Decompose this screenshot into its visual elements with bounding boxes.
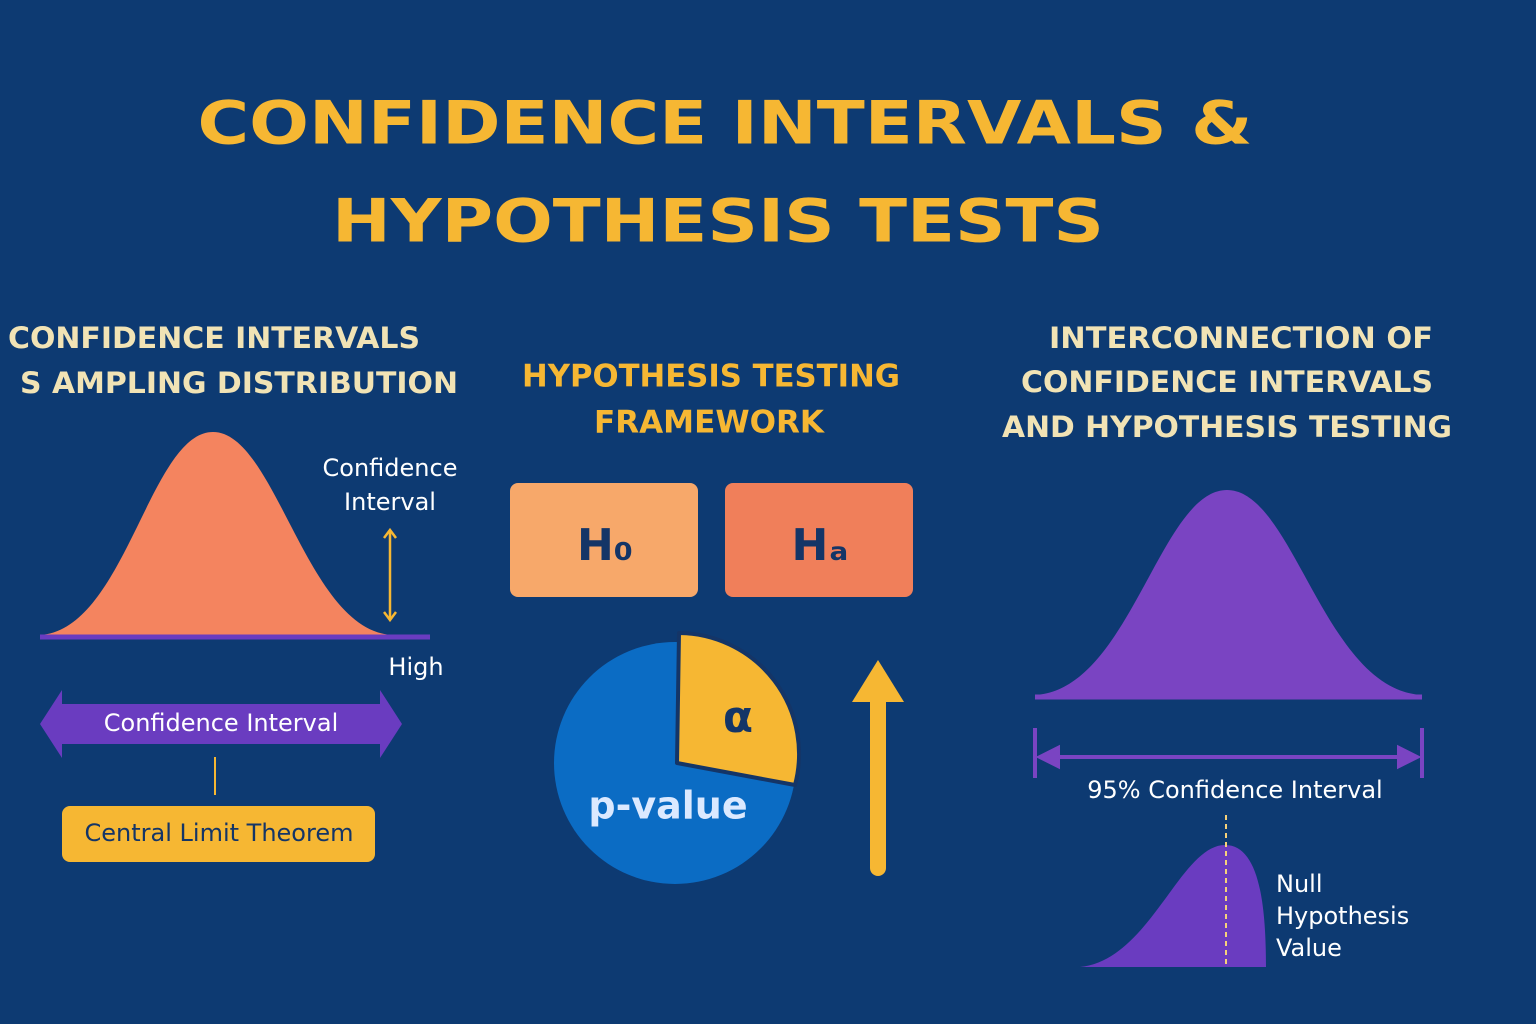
- bell-curve: [1035, 490, 1422, 695]
- half-curve: [1080, 845, 1266, 967]
- null-label: Value: [1276, 934, 1342, 962]
- hypothesis-box: [510, 483, 698, 597]
- label: Interval: [344, 488, 436, 516]
- hypothesis-box: [725, 483, 913, 597]
- alpha-label: α: [723, 692, 753, 743]
- bell-curve: [40, 432, 392, 635]
- p-value-label: p-value: [588, 784, 747, 828]
- ha-label: Hₐ: [792, 520, 849, 571]
- interval-arrow: [1033, 728, 1424, 778]
- arrow-label: Confidence Interval: [104, 709, 338, 737]
- pie-slice: [675, 631, 801, 787]
- null-label: Hypothesis: [1276, 902, 1409, 930]
- label: High: [388, 653, 443, 681]
- section-heading: CONFIDENCE INTERVALS: [1021, 365, 1433, 399]
- interval-label: 95% Confidence Interval: [1087, 776, 1382, 804]
- double-arrow: [40, 690, 402, 758]
- section-heading: S AMPLING DISTRIBUTION: [20, 366, 458, 400]
- h0-label: H₀: [577, 520, 633, 571]
- title-line: CONFIDENCE INTERVALS &: [198, 89, 1253, 159]
- up-arrow: [852, 660, 904, 876]
- label: Confidence: [323, 454, 458, 482]
- null-label: Null: [1276, 870, 1323, 898]
- section-heading: AND HYPOTHESIS TESTING: [1002, 410, 1452, 444]
- vertical-arrow: [383, 527, 397, 623]
- section-heading: FRAMEWORK: [594, 405, 825, 441]
- section-heading: HYPOTHESIS TESTING: [522, 359, 900, 395]
- title-line: HYPOTHESIS TESTS: [332, 187, 1104, 257]
- box: [62, 806, 375, 862]
- box-label: Central Limit Theorem: [85, 819, 354, 847]
- section-heading: CONFIDENCE INTERVALS: [8, 321, 420, 355]
- section-heading: INTERCONNECTION OF: [1049, 321, 1433, 355]
